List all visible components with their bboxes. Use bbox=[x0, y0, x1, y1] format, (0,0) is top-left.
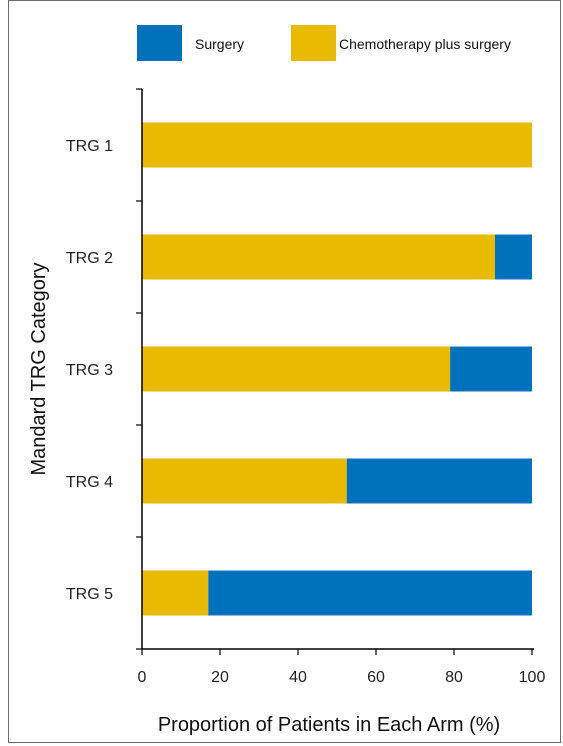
legend-label: Surgery bbox=[195, 36, 244, 52]
x-axis-title: Proportion of Patients in Each Arm (%) bbox=[158, 714, 500, 736]
y-axis-title: Mandard TRG Category bbox=[28, 262, 50, 475]
legend-swatch bbox=[291, 25, 336, 61]
x-tick-label: 20 bbox=[211, 669, 229, 686]
category-label: TRG 2 bbox=[66, 250, 113, 267]
bar-trg-2-series-0 bbox=[142, 234, 495, 280]
bar-trg-4-series-0 bbox=[142, 458, 347, 504]
legend: Surgery Chemotherapy plus surgery bbox=[137, 25, 511, 61]
axes-group bbox=[136, 88, 534, 655]
legend-swatch bbox=[137, 25, 182, 61]
labels-group: TRG 1 TRG 2 TRG 3 TRG 4 TRG 5 0 20 40 60 80 100 Pro… bbox=[28, 138, 545, 736]
category-label: TRG 3 bbox=[66, 362, 113, 379]
legend-label: Chemotherapy plus surgery bbox=[339, 36, 511, 52]
bar-trg-5-series-1 bbox=[208, 570, 533, 616]
bars-group bbox=[142, 122, 533, 616]
bar-trg-4-series-1 bbox=[346, 458, 532, 504]
x-tick-label: 0 bbox=[138, 669, 147, 686]
category-label: TRG 1 bbox=[66, 138, 113, 155]
x-tick-label: 40 bbox=[289, 669, 307, 686]
x-tick-label: 80 bbox=[445, 669, 463, 686]
bar-trg-5-series-0 bbox=[142, 570, 209, 616]
category-label: TRG 5 bbox=[66, 586, 113, 603]
bar-trg-2-series-1 bbox=[494, 234, 532, 280]
category-label: TRG 4 bbox=[66, 474, 113, 491]
x-tick-label: 60 bbox=[367, 669, 385, 686]
stacked-bar-chart: Surgery Chemotherapy plus surgery TRG 1TR… bbox=[28, 25, 545, 736]
bar-trg-3-series-1 bbox=[450, 346, 532, 392]
bar-trg-3-series-0 bbox=[142, 346, 451, 392]
bar-trg-1-series-0 bbox=[142, 122, 532, 168]
x-tick-label: 100 bbox=[519, 669, 546, 686]
figure-frame: Surgery Chemotherapy plus surgery TRG 1 TR… bbox=[8, 0, 561, 743]
